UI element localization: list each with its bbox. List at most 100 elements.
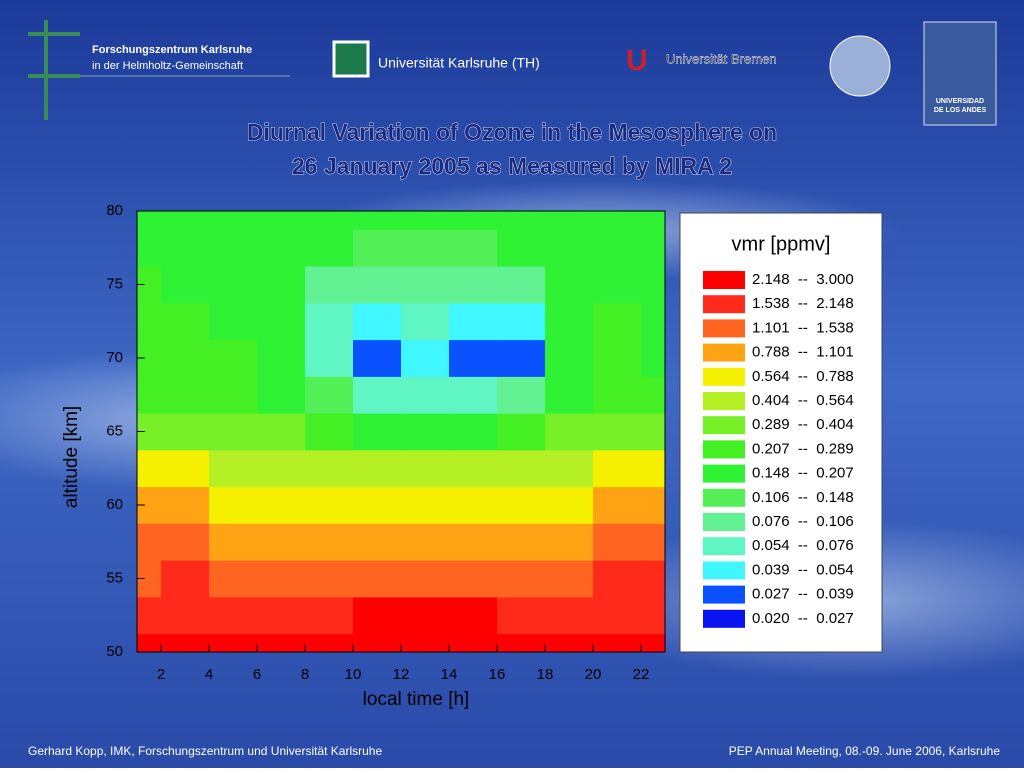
- contour-cell: [161, 266, 210, 304]
- bremen-logo: U: [626, 44, 648, 77]
- legend-swatch: [703, 416, 745, 435]
- contour-cell: [353, 229, 402, 267]
- contour-cell: [257, 229, 306, 267]
- contour-cell: [257, 376, 306, 414]
- x-tick-label: 12: [393, 666, 410, 683]
- contour-cell: [161, 633, 210, 652]
- contour-cell: [137, 229, 162, 267]
- contour-cell: [353, 560, 402, 598]
- contour-cell: [449, 302, 498, 341]
- contour-cell: [161, 302, 210, 341]
- contour-cell: [161, 596, 210, 635]
- contour-cell: [305, 302, 354, 341]
- contour-cell: [305, 633, 354, 652]
- legend-label: 0.039 -- 0.054: [752, 561, 854, 578]
- contour-cell: [401, 560, 450, 598]
- contour-cell: [257, 560, 306, 598]
- contour-cell: [305, 596, 354, 635]
- y-tick-label: 60: [106, 496, 123, 513]
- contour-cell: [641, 413, 665, 451]
- uka-name: Universität Karlsruhe (TH): [378, 55, 540, 71]
- contour-cell: [209, 229, 258, 267]
- chart-title: 26 January 2005 as Measured by MIRA 2: [292, 153, 732, 179]
- contour-cell: [209, 596, 258, 635]
- contour-cell: [401, 266, 450, 304]
- contour-cell: [641, 376, 665, 414]
- contour-cell: [497, 339, 546, 377]
- legend-swatch: [703, 367, 745, 386]
- contour-cell: [353, 523, 402, 561]
- footer-left: Gerhard Kopp, IMK, Forschungszentrum und…: [28, 744, 382, 758]
- contour-cell: [593, 449, 642, 488]
- contour-cell: [641, 523, 665, 561]
- contour-cell: [209, 302, 258, 341]
- legend-label: 0.148 -- 0.207: [752, 465, 854, 482]
- contour-cell: [161, 560, 210, 598]
- legend-swatch: [703, 513, 745, 531]
- contour-cell: [641, 302, 665, 341]
- globe-logo: [829, 35, 891, 97]
- legend-swatch: [703, 609, 745, 628]
- contour-cell: [137, 211, 162, 230]
- contour-cell: [497, 376, 546, 414]
- contour-cell: [497, 596, 546, 635]
- contour-cell: [353, 449, 402, 488]
- contour-cell: [497, 413, 546, 451]
- x-tick-label: 8: [301, 666, 309, 683]
- legend-swatch: [703, 440, 745, 459]
- contour-cell: [545, 523, 594, 561]
- contour-cell: [209, 449, 258, 488]
- contour-cell: [161, 229, 210, 267]
- contour-cell: [401, 211, 450, 230]
- contour-cell: [305, 339, 354, 377]
- contour-cell: [401, 523, 450, 561]
- contour-cell: [449, 486, 498, 524]
- contour-cell: [497, 633, 546, 652]
- legend-label: 0.788 -- 1.101: [752, 344, 854, 361]
- contour-cell: [257, 413, 306, 451]
- legend-label: 0.054 -- 0.076: [752, 537, 854, 554]
- legend-label: 1.538 -- 2.148: [752, 295, 854, 312]
- contour-cell: [593, 560, 642, 598]
- contour-cell: [449, 560, 498, 598]
- contour-cell: [593, 523, 642, 561]
- contour-cell: [545, 229, 594, 267]
- contour-cell: [353, 302, 402, 341]
- y-tick-label: 70: [106, 349, 123, 366]
- legend-label: 0.020 -- 0.027: [752, 610, 854, 627]
- contour-cell: [353, 211, 402, 230]
- contour-cell: [449, 449, 498, 488]
- contour-cell: [401, 486, 450, 524]
- contour-cell: [449, 413, 498, 451]
- x-tick-label: 10: [345, 666, 362, 683]
- contour-cell: [449, 339, 498, 377]
- contour-cell: [593, 339, 642, 377]
- contour-cell: [353, 339, 402, 377]
- contour-cell: [497, 523, 546, 561]
- contour-cell: [545, 339, 594, 377]
- contour-cell: [305, 266, 354, 304]
- contour-cell: [353, 596, 402, 635]
- y-tick-label: 50: [106, 643, 123, 660]
- y-tick-label: 55: [106, 569, 123, 586]
- contour-cell: [497, 302, 546, 341]
- contour-cell: [449, 596, 498, 635]
- contour-cell: [545, 266, 594, 304]
- contour-cell: [641, 560, 665, 598]
- contour-cell: [305, 486, 354, 524]
- contour-cell: [401, 449, 450, 488]
- contour-cell: [305, 523, 354, 561]
- y-tick-label: 80: [106, 202, 123, 219]
- contour-cell: [449, 633, 498, 652]
- contour-cell: [137, 449, 162, 488]
- contour-cell: [257, 302, 306, 341]
- legend-label: 2.148 -- 3.000: [752, 271, 854, 288]
- contour-cell: [353, 633, 402, 652]
- chart-title: Diurnal Variation of Ozone in the Mesosp…: [247, 119, 777, 145]
- x-tick-label: 18: [537, 666, 554, 683]
- contour-cell: [497, 486, 546, 524]
- x-tick-label: 6: [253, 666, 261, 683]
- contour-cell: [161, 376, 210, 414]
